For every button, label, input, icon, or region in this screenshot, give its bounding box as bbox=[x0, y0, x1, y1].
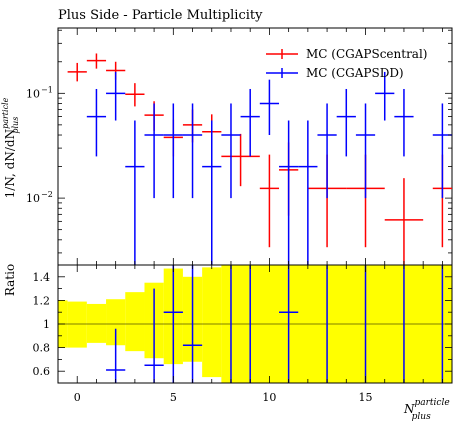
x-axis-label-sub: plus bbox=[412, 412, 431, 422]
chart-title: Plus Side - Particle Multiplicity bbox=[58, 8, 263, 23]
y-tick-label-1: 10 bbox=[26, 192, 40, 205]
ratio-y-tick-label-1: 0.8 bbox=[33, 342, 51, 355]
ratio-y-tick-label-3: 1.2 bbox=[33, 294, 51, 307]
legend-label-dd: MC (CGAPSDD) bbox=[306, 66, 404, 80]
main-plot-frame bbox=[57, 27, 453, 266]
y-tick-label-exp-0: −1 bbox=[41, 85, 53, 94]
y-axis-label: 1/N, dN/dNparticleplus bbox=[1, 97, 20, 198]
ratio-band-bin-1 bbox=[67, 301, 87, 348]
legend-label-central: MC (CGAPScentral) bbox=[306, 47, 427, 61]
ratio-plot-area bbox=[106, 265, 444, 383]
x-axis-label-sup: particle bbox=[415, 398, 450, 408]
ratio-y-tick-label-4: 1.4 bbox=[33, 271, 51, 284]
ratio-band-bin-2 bbox=[86, 303, 107, 343]
x-axis-label-base: N bbox=[403, 402, 415, 416]
ratio-axis-label: Ratio bbox=[3, 264, 17, 296]
ratio-band-bin-8 bbox=[202, 267, 222, 378]
ratio-y-tick-label-2: 1 bbox=[43, 318, 50, 331]
y-axis-label-sup: particle bbox=[1, 97, 10, 129]
series-1 bbox=[86, 71, 452, 265]
y-axis-label-sub: plus bbox=[11, 117, 20, 134]
ratio-band-bin-3 bbox=[106, 299, 126, 346]
legend: MC (CGAPScentral) MC (CGAPSDD) bbox=[266, 47, 427, 80]
x-axis-label: Nparticle plus bbox=[403, 398, 450, 422]
x-tick-label-10: 10 bbox=[262, 391, 276, 404]
x-tick-label-15: 15 bbox=[359, 391, 373, 404]
x-tick-label-5: 5 bbox=[170, 391, 177, 404]
x-tick-label-0: 0 bbox=[74, 391, 81, 404]
y-axis-label-base: 1/N, dN/dN bbox=[3, 129, 17, 198]
ratio-band-bin-4 bbox=[125, 292, 145, 352]
y-tick-label-0: 10 bbox=[26, 87, 40, 100]
main-plot-area bbox=[67, 53, 452, 265]
series-0 bbox=[67, 53, 452, 265]
ratio-y-tick-label-0: 0.6 bbox=[33, 365, 51, 378]
y-tick-label-exp-1: −2 bbox=[41, 190, 53, 199]
